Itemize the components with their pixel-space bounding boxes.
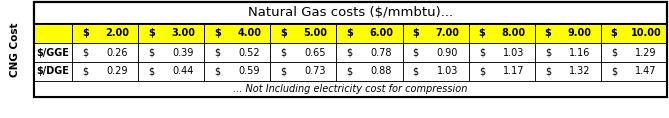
Text: $: $ [413, 48, 419, 57]
Bar [535, 62, 601, 81]
Bar [469, 43, 535, 62]
Text: $: $ [214, 29, 221, 38]
Text: $: $ [347, 48, 353, 57]
Text: $: $ [149, 67, 155, 76]
Text: $/GGE: $/GGE [37, 48, 70, 57]
Text: 0.39: 0.39 [173, 48, 194, 57]
Text: 0.88: 0.88 [371, 67, 392, 76]
Bar [72, 43, 138, 62]
Text: 0.78: 0.78 [371, 48, 392, 57]
Text: 0.73: 0.73 [304, 67, 326, 76]
Bar [204, 62, 270, 81]
Text: 0.44: 0.44 [173, 67, 194, 76]
Text: 3.00: 3.00 [171, 29, 195, 38]
Bar [138, 24, 204, 43]
Bar [34, 2, 667, 97]
Bar [337, 62, 403, 81]
Bar [270, 24, 337, 43]
Text: $: $ [82, 29, 88, 38]
Text: $: $ [413, 67, 419, 76]
Bar [72, 24, 138, 43]
Bar [204, 24, 270, 43]
Bar [403, 62, 469, 81]
Text: 1.16: 1.16 [569, 48, 591, 57]
Text: 0.90: 0.90 [437, 48, 458, 57]
Bar [601, 24, 667, 43]
Text: $: $ [545, 67, 551, 76]
Bar [403, 43, 469, 62]
Text: 9.00: 9.00 [568, 29, 592, 38]
Text: 1.17: 1.17 [503, 67, 524, 76]
Text: CNG Cost: CNG Cost [10, 22, 20, 77]
Text: $: $ [280, 48, 286, 57]
Text: $: $ [214, 48, 221, 57]
Text: $: $ [82, 67, 88, 76]
Text: $: $ [347, 29, 353, 38]
Bar [601, 62, 667, 81]
Text: 10.00: 10.00 [630, 29, 661, 38]
Bar [337, 43, 403, 62]
Text: 0.59: 0.59 [238, 67, 260, 76]
Text: $: $ [545, 29, 551, 38]
Text: ... Not Including electricity cost for compression: ... Not Including electricity cost for c… [233, 84, 468, 94]
Bar [469, 62, 535, 81]
Bar [34, 43, 72, 62]
Text: 2.00: 2.00 [105, 29, 129, 38]
Bar [72, 62, 138, 81]
Text: Natural Gas costs ($/mmbtu)...: Natural Gas costs ($/mmbtu)... [248, 6, 453, 19]
Bar [270, 43, 337, 62]
Text: $: $ [347, 67, 353, 76]
Text: $/DGE: $/DGE [37, 67, 70, 76]
Text: 1.03: 1.03 [437, 67, 458, 76]
Text: $: $ [611, 48, 617, 57]
Text: $: $ [545, 48, 551, 57]
Text: 0.65: 0.65 [304, 48, 326, 57]
Bar [403, 24, 469, 43]
Text: $: $ [148, 29, 155, 38]
Text: 0.26: 0.26 [106, 48, 128, 57]
Text: $: $ [611, 29, 617, 38]
Text: 4.00: 4.00 [237, 29, 261, 38]
Text: $: $ [82, 48, 88, 57]
Text: 1.29: 1.29 [635, 48, 656, 57]
Text: 6.00: 6.00 [369, 29, 393, 38]
Bar [34, 2, 667, 24]
Bar [138, 62, 204, 81]
Text: $: $ [479, 48, 485, 57]
Text: 1.32: 1.32 [569, 67, 591, 76]
Text: $: $ [412, 29, 419, 38]
Bar [204, 43, 270, 62]
Text: 8.00: 8.00 [502, 29, 526, 38]
Bar [535, 43, 601, 62]
Text: $: $ [280, 29, 287, 38]
Bar [138, 43, 204, 62]
Bar [270, 62, 337, 81]
Text: $: $ [280, 67, 286, 76]
Text: 0.29: 0.29 [106, 67, 128, 76]
Bar [337, 24, 403, 43]
Text: $: $ [479, 67, 485, 76]
Bar [34, 2, 667, 97]
Text: 7.00: 7.00 [436, 29, 460, 38]
Bar [34, 81, 667, 97]
Bar [34, 62, 72, 81]
Text: $: $ [478, 29, 485, 38]
Text: $: $ [214, 67, 221, 76]
Bar [34, 24, 72, 43]
Bar [469, 24, 535, 43]
Text: 1.47: 1.47 [635, 67, 656, 76]
Text: $: $ [149, 48, 155, 57]
Bar [535, 24, 601, 43]
Text: 0.52: 0.52 [238, 48, 260, 57]
Text: $: $ [611, 67, 617, 76]
Text: 1.03: 1.03 [503, 48, 524, 57]
Text: 5.00: 5.00 [303, 29, 327, 38]
Bar [601, 43, 667, 62]
